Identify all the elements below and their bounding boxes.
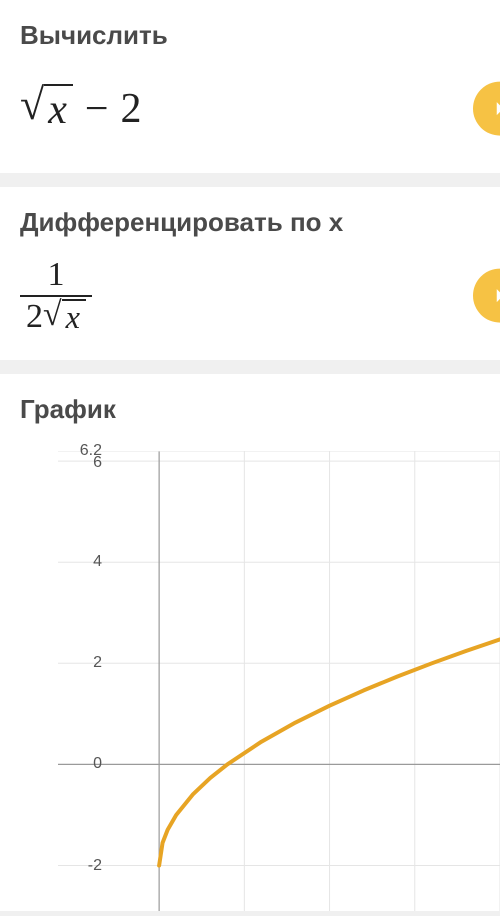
graph-area[interactable]: -20246.26	[20, 451, 500, 911]
differentiate-title: Дифференцировать по x	[20, 207, 480, 238]
graph-card: График -20246.26	[0, 374, 500, 911]
numerator: 1	[41, 257, 70, 295]
ytick-label: 6	[93, 454, 102, 472]
chevron-icon	[487, 95, 500, 121]
ytick-label: -2	[88, 857, 102, 875]
compute-title: Вычислить	[20, 20, 480, 51]
denom-radicand: x	[62, 299, 86, 335]
chart-svg	[20, 451, 500, 911]
constant: 2	[121, 85, 142, 133]
ytick-label: 0	[93, 755, 102, 773]
minus-sign: −	[85, 85, 109, 133]
fraction: 1 2 √ x	[20, 257, 92, 335]
radicand: x	[44, 84, 73, 134]
ytick-label: 2	[93, 654, 102, 672]
radical-icon: √	[43, 300, 62, 336]
graph-title: График	[20, 394, 500, 425]
ytick-label: 4	[93, 553, 102, 571]
denom-sqrt: √ x	[43, 299, 86, 335]
radical-icon: √	[20, 85, 44, 135]
denom-coef: 2	[26, 299, 43, 335]
denominator: 2 √ x	[20, 295, 92, 335]
differentiate-formula: 1 2 √ x	[20, 256, 480, 336]
compute-card: Вычислить √ x − 2	[0, 0, 500, 173]
sqrt-expression: √ x	[20, 84, 73, 134]
differentiate-card: Дифференцировать по x 1 2 √ x	[0, 187, 500, 360]
compute-formula: √ x − 2	[20, 69, 480, 149]
chevron-icon	[487, 282, 500, 308]
